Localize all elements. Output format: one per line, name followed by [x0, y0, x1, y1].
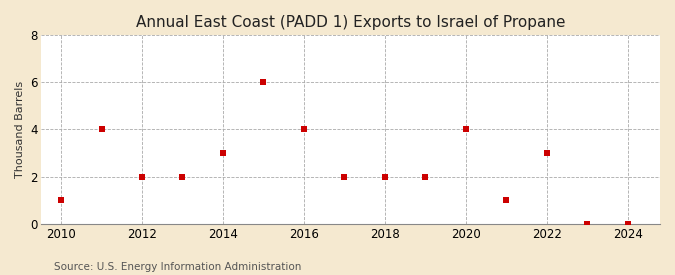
Point	[96, 127, 107, 132]
Point	[501, 198, 512, 202]
Point	[55, 198, 66, 202]
Point	[420, 174, 431, 179]
Title: Annual East Coast (PADD 1) Exports to Israel of Propane: Annual East Coast (PADD 1) Exports to Is…	[136, 15, 565, 30]
Point	[136, 174, 147, 179]
Y-axis label: Thousand Barrels: Thousand Barrels	[15, 81, 25, 178]
Point	[298, 127, 309, 132]
Point	[339, 174, 350, 179]
Point	[217, 151, 228, 155]
Point	[379, 174, 390, 179]
Point	[541, 151, 552, 155]
Point	[460, 127, 471, 132]
Point	[582, 221, 593, 226]
Text: Source: U.S. Energy Information Administration: Source: U.S. Energy Information Administ…	[54, 262, 301, 272]
Point	[622, 221, 633, 226]
Point	[177, 174, 188, 179]
Point	[258, 80, 269, 85]
